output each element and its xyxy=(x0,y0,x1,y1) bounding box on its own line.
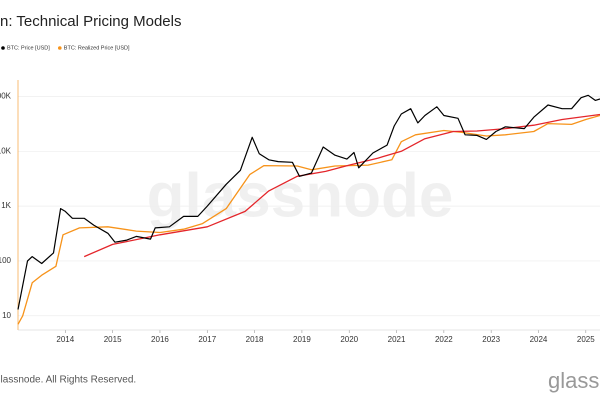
x-tick-label: 2019 xyxy=(293,335,311,344)
x-tick-label: 2024 xyxy=(530,335,548,344)
chart-title: n: Technical Pricing Models xyxy=(0,13,181,30)
x-tick-label: 2016 xyxy=(151,335,169,344)
x-tick-label: 2018 xyxy=(246,335,264,344)
series-line xyxy=(83,113,600,258)
legend-label: BTC: Price [USD] xyxy=(7,45,50,51)
watermark: glassnode xyxy=(147,161,454,230)
y-tick-label: 10K xyxy=(0,146,12,155)
y-tick-label: 1K xyxy=(1,201,11,210)
logo: glassnode xyxy=(548,368,600,393)
x-tick-label: 2017 xyxy=(198,335,216,344)
x-tick-label: 2022 xyxy=(435,335,453,344)
x-tick-label: 2021 xyxy=(388,335,406,344)
x-tick-label: 2014 xyxy=(56,335,74,344)
x-tick-label: 2020 xyxy=(340,335,358,344)
x-tick-label: 2023 xyxy=(482,335,500,344)
legend-marker xyxy=(57,46,62,50)
x-tick-label: 2015 xyxy=(104,335,122,344)
footer: glassnode. All Rights Reserved. xyxy=(0,375,136,386)
series-line xyxy=(17,94,600,310)
x-tick-label: 2025 xyxy=(577,335,595,344)
series-line xyxy=(17,114,600,325)
legend-label: BTC: Realized Price [USD] xyxy=(64,45,130,51)
y-tick-label: 100K xyxy=(0,92,12,101)
legend-marker xyxy=(1,46,5,50)
y-tick-label: 10 xyxy=(2,311,11,320)
y-tick-label: 100 xyxy=(0,256,12,265)
